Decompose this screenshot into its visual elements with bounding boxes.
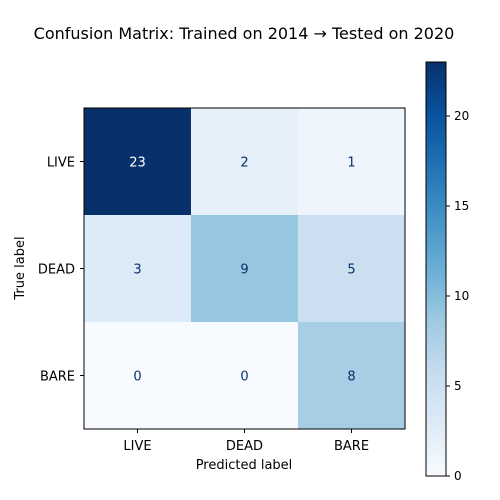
cell-value-label: 2 bbox=[240, 156, 248, 171]
cell-value-label: 0 bbox=[133, 370, 141, 385]
cell-value-label: 3 bbox=[133, 263, 141, 278]
cell-value-label: 5 bbox=[347, 263, 355, 278]
x-axis-ticks: LIVE DEAD BARE bbox=[123, 429, 369, 454]
chart-title: Confusion Matrix: Trained on 2014 → Test… bbox=[34, 24, 455, 43]
cell-value-label: 8 bbox=[347, 370, 355, 385]
colorbar-tick-label: 20 bbox=[454, 109, 469, 123]
colorbar-tick-label: 0 bbox=[454, 469, 462, 483]
cell-value-label: 23 bbox=[129, 156, 146, 171]
cell-value-label: 1 bbox=[347, 156, 355, 171]
heatmap-cell bbox=[298, 108, 405, 215]
y-axis-ticks: LIVE DEAD BARE bbox=[38, 156, 84, 385]
cell-value-label: 0 bbox=[240, 370, 248, 385]
y-tick-label: BARE bbox=[40, 370, 75, 385]
x-axis-label: Predicted label bbox=[196, 458, 293, 473]
cell-value-label: 9 bbox=[240, 263, 248, 278]
heatmap-cell bbox=[191, 322, 298, 429]
x-tick-label: BARE bbox=[334, 439, 369, 454]
heatmap-cell bbox=[298, 322, 405, 429]
x-tick-label: DEAD bbox=[226, 439, 263, 454]
heatmap-cells: 23 2 13 9 50 0 8 bbox=[84, 108, 405, 429]
heatmap-cell bbox=[84, 215, 191, 322]
y-tick-label: DEAD bbox=[38, 263, 75, 278]
colorbar-ticks: 0 5 10 15 20 bbox=[446, 109, 469, 483]
heatmap-cell bbox=[298, 215, 405, 322]
colorbar-tick-label: 10 bbox=[454, 289, 469, 303]
y-axis-label: True label bbox=[13, 236, 28, 300]
x-tick-label: LIVE bbox=[123, 439, 151, 454]
y-tick-label: LIVE bbox=[47, 156, 75, 171]
colorbar-tick-label: 15 bbox=[454, 199, 469, 213]
heatmap-cell bbox=[84, 322, 191, 429]
colorbar-tick-label: 5 bbox=[454, 379, 462, 393]
heatmap-cell bbox=[191, 108, 298, 215]
colorbar bbox=[425, 61, 447, 477]
heatmap-cell bbox=[191, 215, 298, 322]
heatmap-cell bbox=[84, 108, 191, 215]
